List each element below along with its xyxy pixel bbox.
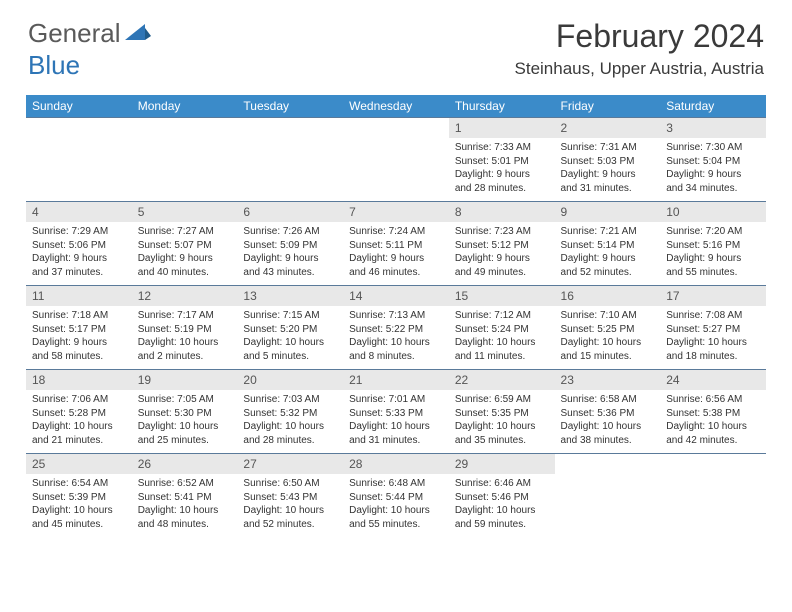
day-info-cell: Sunrise: 7:18 AMSunset: 5:17 PMDaylight:… bbox=[26, 306, 132, 370]
day-info-cell: Sunrise: 6:56 AMSunset: 5:38 PMDaylight:… bbox=[660, 390, 766, 454]
weekday-header: Saturday bbox=[660, 95, 766, 118]
day-info-cell bbox=[26, 138, 132, 202]
day-info-cell bbox=[237, 138, 343, 202]
logo: General bbox=[28, 18, 151, 49]
weekday-header: Wednesday bbox=[343, 95, 449, 118]
day-info-row: Sunrise: 7:29 AMSunset: 5:06 PMDaylight:… bbox=[26, 222, 766, 286]
day-number-cell: 27 bbox=[237, 454, 343, 475]
day-number-cell: 14 bbox=[343, 286, 449, 307]
day-number-cell: 4 bbox=[26, 202, 132, 223]
day-info-cell: Sunrise: 6:46 AMSunset: 5:46 PMDaylight:… bbox=[449, 474, 555, 537]
day-number-cell: 1 bbox=[449, 118, 555, 139]
day-info-cell: Sunrise: 6:58 AMSunset: 5:36 PMDaylight:… bbox=[555, 390, 661, 454]
day-info-cell bbox=[132, 138, 238, 202]
day-info-cell: Sunrise: 7:31 AMSunset: 5:03 PMDaylight:… bbox=[555, 138, 661, 202]
day-info-cell: Sunrise: 7:24 AMSunset: 5:11 PMDaylight:… bbox=[343, 222, 449, 286]
day-number-cell: 7 bbox=[343, 202, 449, 223]
day-info-cell: Sunrise: 7:13 AMSunset: 5:22 PMDaylight:… bbox=[343, 306, 449, 370]
day-number-cell: 23 bbox=[555, 370, 661, 391]
day-info-row: Sunrise: 6:54 AMSunset: 5:39 PMDaylight:… bbox=[26, 474, 766, 537]
day-info-cell: Sunrise: 7:26 AMSunset: 5:09 PMDaylight:… bbox=[237, 222, 343, 286]
day-info-cell bbox=[660, 474, 766, 537]
day-number-row: 18192021222324 bbox=[26, 370, 766, 391]
day-number-cell: 2 bbox=[555, 118, 661, 139]
day-info-cell bbox=[343, 138, 449, 202]
day-number-cell bbox=[26, 118, 132, 139]
day-number-cell: 20 bbox=[237, 370, 343, 391]
header: General February 2024 Steinhaus, Upper A… bbox=[0, 0, 792, 87]
day-number-cell: 21 bbox=[343, 370, 449, 391]
day-number-cell: 29 bbox=[449, 454, 555, 475]
day-number-cell bbox=[660, 454, 766, 475]
day-number-cell: 9 bbox=[555, 202, 661, 223]
weekday-header: Tuesday bbox=[237, 95, 343, 118]
day-info-cell: Sunrise: 7:03 AMSunset: 5:32 PMDaylight:… bbox=[237, 390, 343, 454]
day-info-cell: Sunrise: 7:12 AMSunset: 5:24 PMDaylight:… bbox=[449, 306, 555, 370]
weekday-header: Sunday bbox=[26, 95, 132, 118]
day-info-cell: Sunrise: 7:06 AMSunset: 5:28 PMDaylight:… bbox=[26, 390, 132, 454]
location: Steinhaus, Upper Austria, Austria bbox=[515, 59, 764, 79]
day-info-cell: Sunrise: 6:59 AMSunset: 5:35 PMDaylight:… bbox=[449, 390, 555, 454]
day-info-cell: Sunrise: 6:48 AMSunset: 5:44 PMDaylight:… bbox=[343, 474, 449, 537]
day-number-cell: 10 bbox=[660, 202, 766, 223]
weekday-header: Thursday bbox=[449, 95, 555, 118]
day-info-cell: Sunrise: 7:23 AMSunset: 5:12 PMDaylight:… bbox=[449, 222, 555, 286]
weekday-header: Monday bbox=[132, 95, 238, 118]
title-block: February 2024 Steinhaus, Upper Austria, … bbox=[515, 18, 764, 79]
day-number-cell: 12 bbox=[132, 286, 238, 307]
weekday-header: Friday bbox=[555, 95, 661, 118]
day-number-row: 2526272829 bbox=[26, 454, 766, 475]
day-info-cell: Sunrise: 7:27 AMSunset: 5:07 PMDaylight:… bbox=[132, 222, 238, 286]
day-number-cell: 11 bbox=[26, 286, 132, 307]
day-number-cell: 5 bbox=[132, 202, 238, 223]
day-number-row: 11121314151617 bbox=[26, 286, 766, 307]
weekday-header-row: SundayMondayTuesdayWednesdayThursdayFrid… bbox=[26, 95, 766, 118]
day-number-cell: 25 bbox=[26, 454, 132, 475]
day-info-cell: Sunrise: 7:08 AMSunset: 5:27 PMDaylight:… bbox=[660, 306, 766, 370]
month-title: February 2024 bbox=[515, 18, 764, 55]
day-number-cell bbox=[132, 118, 238, 139]
day-info-row: Sunrise: 7:33 AMSunset: 5:01 PMDaylight:… bbox=[26, 138, 766, 202]
day-info-row: Sunrise: 7:18 AMSunset: 5:17 PMDaylight:… bbox=[26, 306, 766, 370]
day-number-cell: 16 bbox=[555, 286, 661, 307]
day-info-cell: Sunrise: 7:17 AMSunset: 5:19 PMDaylight:… bbox=[132, 306, 238, 370]
day-info-cell: Sunrise: 7:20 AMSunset: 5:16 PMDaylight:… bbox=[660, 222, 766, 286]
day-info-cell: Sunrise: 7:15 AMSunset: 5:20 PMDaylight:… bbox=[237, 306, 343, 370]
day-info-cell: Sunrise: 7:33 AMSunset: 5:01 PMDaylight:… bbox=[449, 138, 555, 202]
day-number-cell: 13 bbox=[237, 286, 343, 307]
day-number-cell: 19 bbox=[132, 370, 238, 391]
day-number-cell: 6 bbox=[237, 202, 343, 223]
day-number-cell: 18 bbox=[26, 370, 132, 391]
day-number-cell bbox=[343, 118, 449, 139]
day-info-cell: Sunrise: 7:10 AMSunset: 5:25 PMDaylight:… bbox=[555, 306, 661, 370]
day-number-cell bbox=[555, 454, 661, 475]
day-info-cell: Sunrise: 7:21 AMSunset: 5:14 PMDaylight:… bbox=[555, 222, 661, 286]
day-info-cell: Sunrise: 7:05 AMSunset: 5:30 PMDaylight:… bbox=[132, 390, 238, 454]
day-number-cell: 28 bbox=[343, 454, 449, 475]
day-info-cell bbox=[555, 474, 661, 537]
day-number-cell: 22 bbox=[449, 370, 555, 391]
day-number-cell: 8 bbox=[449, 202, 555, 223]
day-info-cell: Sunrise: 6:50 AMSunset: 5:43 PMDaylight:… bbox=[237, 474, 343, 537]
calendar-table: SundayMondayTuesdayWednesdayThursdayFrid… bbox=[26, 95, 766, 537]
day-number-row: 123 bbox=[26, 118, 766, 139]
day-info-cell: Sunrise: 6:54 AMSunset: 5:39 PMDaylight:… bbox=[26, 474, 132, 537]
logo-icon bbox=[125, 18, 151, 49]
day-number-cell: 15 bbox=[449, 286, 555, 307]
day-number-cell bbox=[237, 118, 343, 139]
day-number-cell: 17 bbox=[660, 286, 766, 307]
day-number-cell: 24 bbox=[660, 370, 766, 391]
day-info-row: Sunrise: 7:06 AMSunset: 5:28 PMDaylight:… bbox=[26, 390, 766, 454]
day-info-cell: Sunrise: 7:01 AMSunset: 5:33 PMDaylight:… bbox=[343, 390, 449, 454]
day-number-row: 45678910 bbox=[26, 202, 766, 223]
day-info-cell: Sunrise: 7:30 AMSunset: 5:04 PMDaylight:… bbox=[660, 138, 766, 202]
day-number-cell: 26 bbox=[132, 454, 238, 475]
logo-text-1: General bbox=[28, 18, 121, 49]
logo-text-2: Blue bbox=[28, 50, 80, 81]
day-info-cell: Sunrise: 7:29 AMSunset: 5:06 PMDaylight:… bbox=[26, 222, 132, 286]
day-number-cell: 3 bbox=[660, 118, 766, 139]
day-info-cell: Sunrise: 6:52 AMSunset: 5:41 PMDaylight:… bbox=[132, 474, 238, 537]
